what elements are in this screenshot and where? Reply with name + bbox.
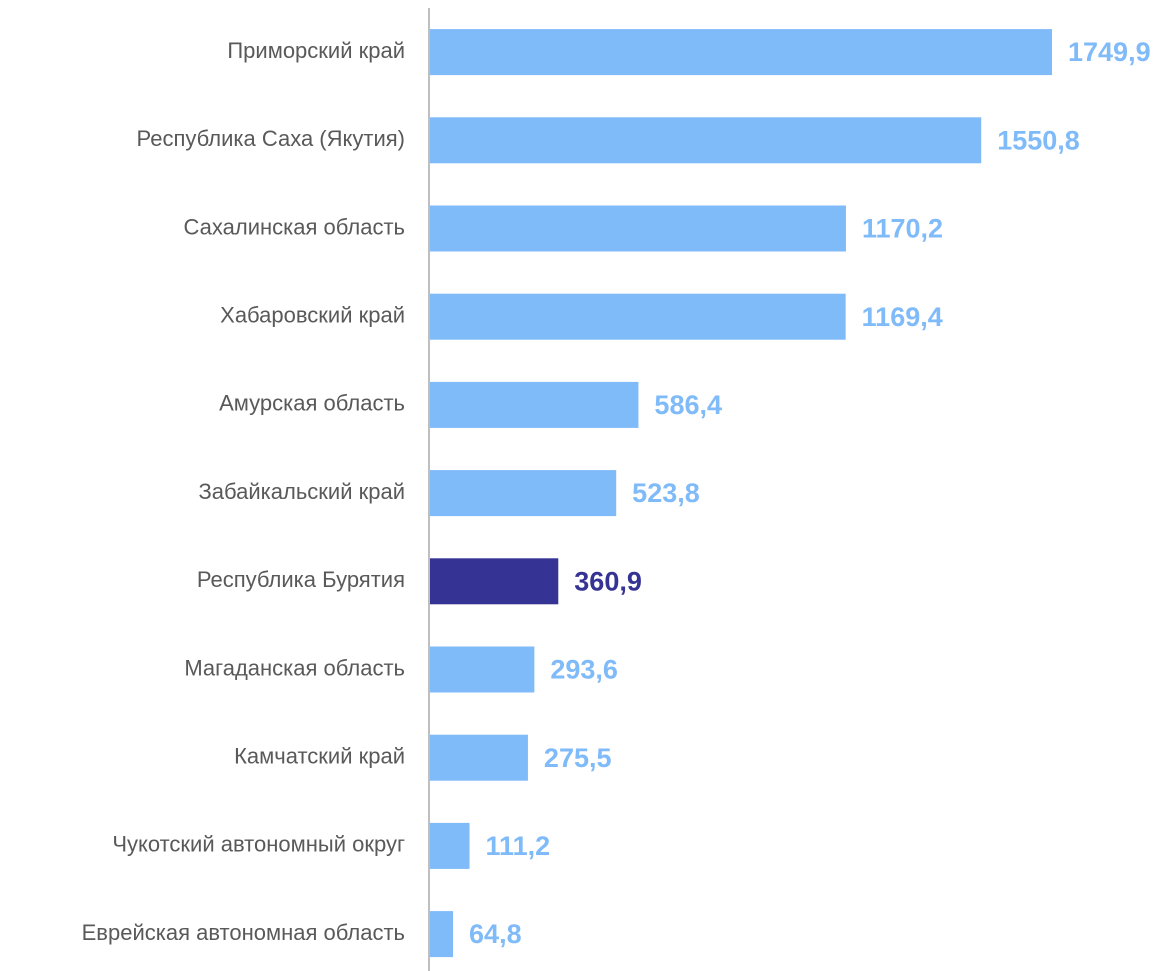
bar — [430, 734, 528, 781]
bar — [430, 822, 470, 869]
value-label: 360,9 — [574, 566, 642, 596]
category-label: Магаданская область — [184, 655, 405, 680]
category-label: Республика Бурятия — [197, 567, 405, 592]
value-label: 275,5 — [544, 743, 612, 773]
category-label: Забайкальский край — [199, 479, 406, 504]
value-label: 586,4 — [654, 390, 722, 420]
category-label: Чукотский автономный округ — [112, 832, 405, 857]
category-label: Приморский край — [227, 38, 405, 63]
category-label: Республика Саха (Якутия) — [137, 126, 405, 151]
bar — [430, 381, 639, 428]
value-label: 1749,9 — [1068, 37, 1151, 67]
bar — [430, 293, 846, 340]
category-label: Сахалинская область — [184, 214, 405, 239]
category-label: Хабаровский край — [220, 303, 405, 328]
category-label: Амурская область — [219, 391, 405, 416]
value-label: 523,8 — [632, 478, 700, 508]
value-label: 1170,2 — [862, 214, 943, 244]
value-label: 1550,8 — [997, 125, 1080, 155]
bar — [430, 29, 1052, 76]
value-label: 64,8 — [469, 919, 522, 949]
bar — [430, 558, 559, 605]
category-label: Камчатский край — [234, 744, 405, 769]
category-label: Еврейская автономная область — [82, 920, 405, 945]
bar — [430, 205, 846, 252]
bar — [430, 646, 535, 693]
value-label: 1169,4 — [862, 302, 943, 332]
value-label: 293,6 — [550, 655, 618, 685]
value-label: 111,2 — [486, 831, 551, 861]
bar — [430, 911, 454, 958]
bar — [430, 470, 617, 517]
bar — [430, 117, 982, 164]
